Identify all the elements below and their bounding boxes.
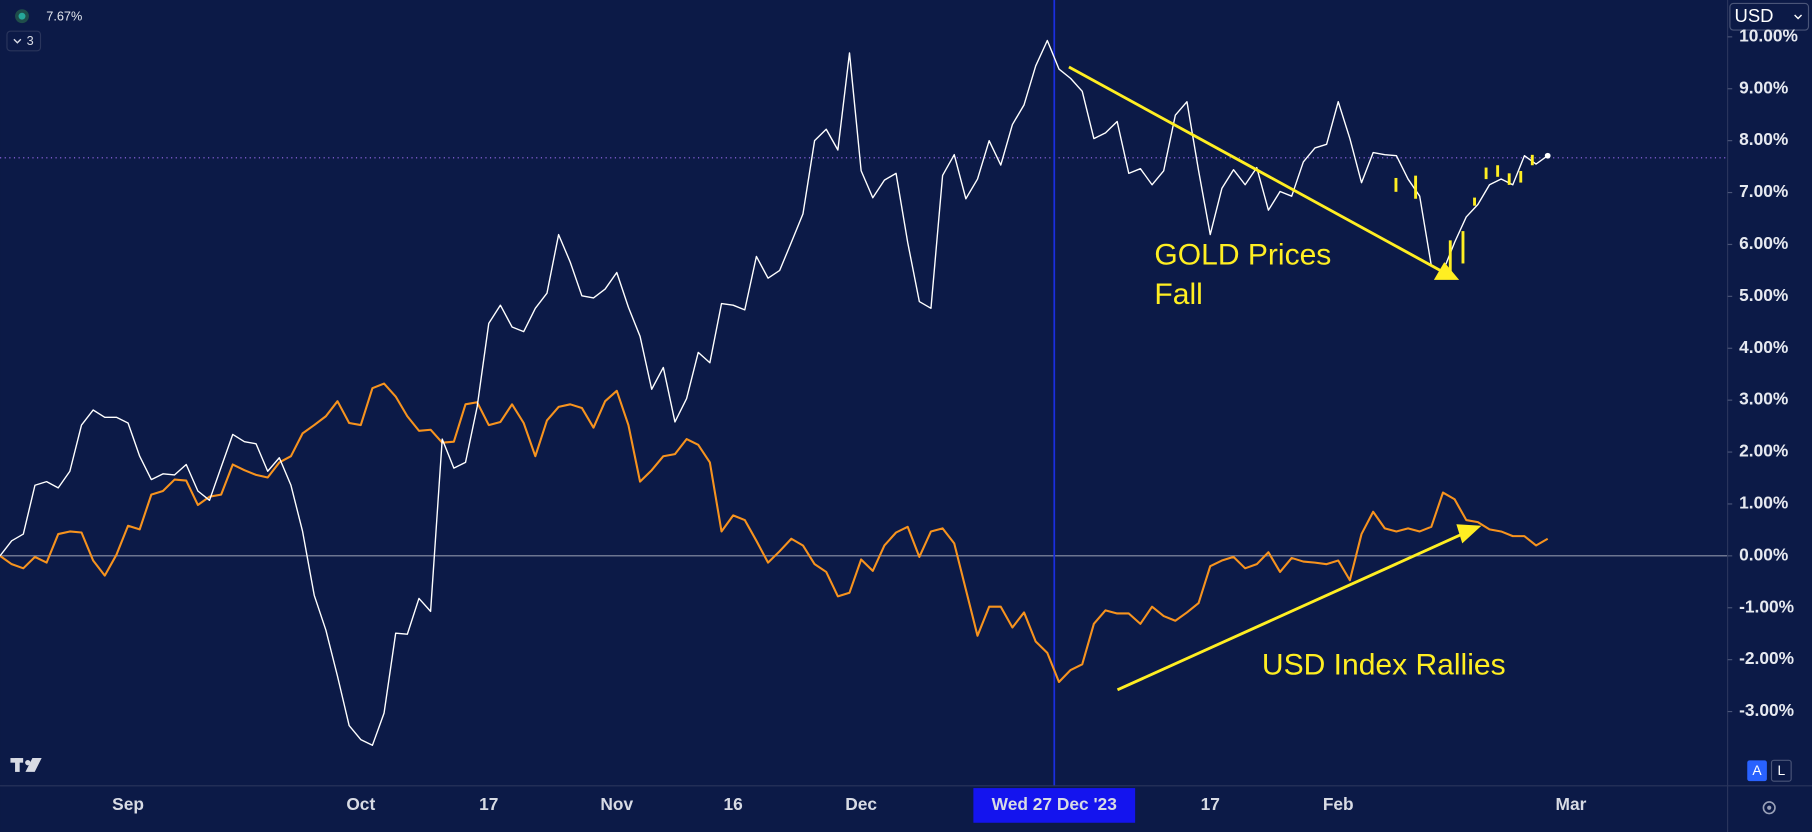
currency-select[interactable] (1729, 2, 1810, 31)
crosshair-label-box (973, 788, 1136, 823)
y-tick-label: 0.00% (1739, 544, 1788, 564)
scale-button[interactable] (1770, 759, 1792, 782)
annotation: USD Index Rallies (1262, 649, 1506, 682)
crosshair-label: Wed 27 Dec '23 (992, 794, 1118, 814)
x-tick-label: Feb (1323, 794, 1354, 814)
settings-icon[interactable] (1762, 801, 1776, 815)
y-tick-label: 6.00% (1739, 233, 1788, 253)
logo-part (25, 758, 42, 772)
y-tick-label: 10.00% (1739, 25, 1798, 45)
x-tick-label: Oct (346, 794, 375, 814)
scale-button[interactable] (1747, 760, 1767, 782)
logo (10, 758, 42, 772)
y-tick-label: 8.00% (1739, 129, 1788, 149)
chevron-icon (13, 38, 22, 44)
annotation: Fall (1154, 278, 1202, 311)
x-tick-label: Mar (1556, 794, 1587, 814)
indicators-toggle[interactable] (6, 30, 42, 52)
logo-part (25, 760, 31, 766)
y-tick-label: -2.00% (1739, 648, 1794, 668)
indicator-count: 3 (27, 33, 34, 48)
y-tick-label: 2.00% (1739, 441, 1788, 461)
last-value: 7.67% (46, 9, 82, 24)
x-tick-label: Dec (845, 794, 877, 814)
logo-part (15, 758, 20, 772)
currency-label: USD (1735, 5, 1774, 26)
x-tick-label: 17 (479, 794, 498, 814)
plot-area (0, 0, 1728, 786)
x-tick-label: 17 (1201, 794, 1220, 814)
x-tick-label: 16 (723, 794, 743, 814)
annotation: GOLD Prices (1154, 238, 1331, 271)
y-tick-label: 9.00% (1739, 77, 1788, 97)
series-line (0, 382, 1549, 684)
series-icon (18, 12, 26, 20)
y-tick-label: 4.00% (1739, 337, 1788, 357)
arrow (1068, 65, 1446, 274)
annotation-drawings (1068, 65, 1534, 692)
y-tick-label: 1.00% (1739, 493, 1788, 513)
scale-button-label: A (1752, 762, 1762, 778)
arrow (1116, 531, 1466, 692)
y-tick-label: 5.00% (1739, 285, 1788, 305)
scale-button-label: L (1777, 762, 1785, 778)
arrow-head (1456, 524, 1482, 544)
x-tick-label: Nov (600, 794, 633, 814)
y-tick-label: 3.00% (1739, 389, 1788, 409)
settings-icon (1767, 805, 1772, 810)
last-point (1544, 152, 1551, 159)
y-tick-label: 7.00% (1739, 181, 1788, 201)
x-tick-label: Sep (112, 794, 144, 814)
y-tick-label: -1.00% (1739, 596, 1794, 616)
series-line (0, 39, 1549, 746)
chevron-icon (1794, 14, 1803, 20)
y-tick-label: -3.00% (1739, 700, 1794, 720)
